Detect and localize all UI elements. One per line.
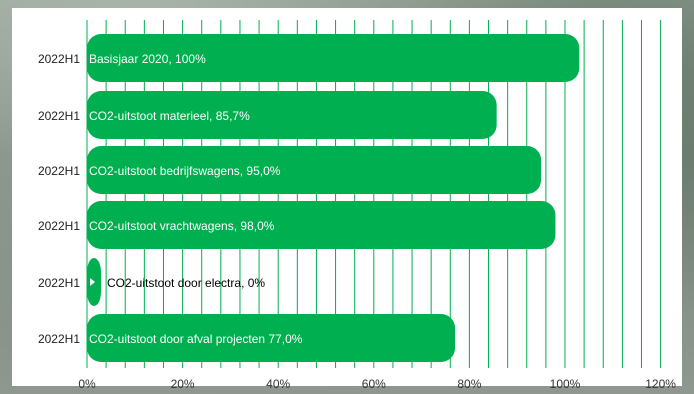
- zero-bar-marker: [90, 278, 95, 286]
- bar: [87, 201, 556, 249]
- category-label: 2022H1: [38, 276, 80, 290]
- bar: [87, 91, 497, 139]
- category-label: 2022H1: [38, 109, 80, 123]
- x-tick-label: 20%: [171, 377, 195, 391]
- bar: [87, 146, 542, 194]
- data-label: CO2-uitstoot bedrijfswagens, 95,0%: [89, 164, 281, 178]
- category-label: 2022H1: [38, 219, 80, 233]
- data-label: CO2-uitstoot door electra, 0%: [107, 276, 265, 290]
- x-tick-label: 80%: [457, 377, 481, 391]
- category-label: 2022H1: [38, 332, 80, 346]
- category-label: 2022H1: [38, 52, 80, 66]
- data-label: CO2-uitstoot door afval projecten 77,0%: [89, 332, 303, 346]
- category-label: 2022H1: [38, 164, 80, 178]
- bar: [87, 34, 580, 82]
- data-label: Basisjaar 2020, 100%: [89, 52, 206, 66]
- data-label: CO2-uitstoot vrachtwagens, 98,0%: [89, 219, 275, 233]
- x-tick-label: 120%: [645, 377, 676, 391]
- x-tick-label: 40%: [266, 377, 290, 391]
- x-tick-label: 0%: [78, 377, 96, 391]
- data-label: CO2-uitstoot materieel, 85,7%: [89, 109, 250, 123]
- bar: [87, 314, 456, 362]
- x-tick-label: 60%: [362, 377, 386, 391]
- x-tick-label: 100%: [550, 377, 581, 391]
